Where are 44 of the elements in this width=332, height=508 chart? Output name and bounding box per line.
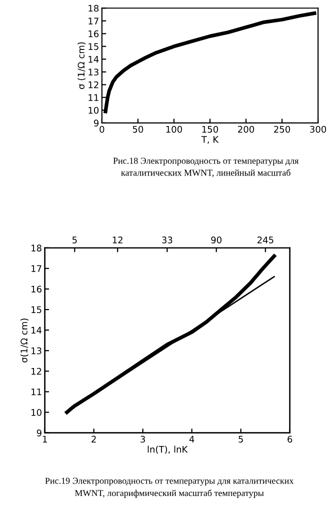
y-tick-label: 15 [32, 306, 42, 314]
x2-tick-label: 12 [112, 236, 122, 244]
y-tick-label: 10 [88, 106, 99, 114]
x2-tick-label: 5 [72, 236, 77, 244]
y-tick-label: 13 [88, 68, 98, 76]
x-tick-label: 250 [274, 126, 290, 133]
y-tick-label: 13 [32, 347, 42, 354]
x-tick-label: 4 [189, 436, 194, 442]
y-tick-label: 11 [88, 94, 98, 101]
x-tick-label: 100 [166, 126, 182, 133]
text: Рис.19 Электропроводность от температуры для каталитических MWNT, логарифмический масштаб температуры [45, 478, 294, 498]
y-tick-label: 9 [36, 430, 42, 436]
y-tick-label: 15 [88, 43, 98, 50]
x-tick-label: 1 [42, 436, 47, 442]
x-tick-label: 0 [100, 126, 104, 133]
y-tick-label: 14 [88, 56, 99, 63]
x-tick-label: 50 [132, 126, 144, 133]
y-tick-label: 17 [32, 265, 42, 272]
x-tick-label: 200 [238, 126, 254, 133]
y-tick-label: 18 [88, 4, 99, 12]
y-tick-label: 18 [32, 244, 42, 252]
y-tick-label: 9 [94, 120, 99, 126]
y-axis-title: σ(1/Ω cm) [20, 318, 28, 362]
x-tick-label: 300 [310, 126, 326, 133]
x2-tick-label: 33 [162, 236, 172, 244]
y-tick-label: 14 [32, 326, 42, 334]
text: Рис.18 Электропроводность от температуры для каталитических MWNT, линейный масштаб [113, 158, 299, 178]
x-tick-label: 2 [92, 436, 96, 442]
x-axis-title: ln(T), lnK [148, 446, 188, 454]
x-tick-label: 150 [202, 126, 218, 133]
y-tick-label: 10 [32, 409, 42, 416]
x-tick-label: 5 [238, 436, 243, 443]
x-tick-label: 6 [288, 436, 292, 443]
y-axis-title: σ (1/Ω cm) [78, 42, 86, 90]
y-tick-label: 11 [32, 388, 42, 396]
y-tick-label: 16 [32, 286, 42, 293]
x2-tick-label: 245 [257, 236, 274, 244]
y-tick-label: 16 [88, 30, 99, 38]
y-tick-label: 12 [88, 81, 98, 88]
x-tick-label: 3 [140, 436, 145, 443]
x-axis-title: T, K [201, 136, 219, 144]
y-tick-label: 17 [88, 18, 98, 24]
y-tick-label: 12 [32, 368, 42, 375]
x2-tick-label: 90 [211, 236, 222, 244]
